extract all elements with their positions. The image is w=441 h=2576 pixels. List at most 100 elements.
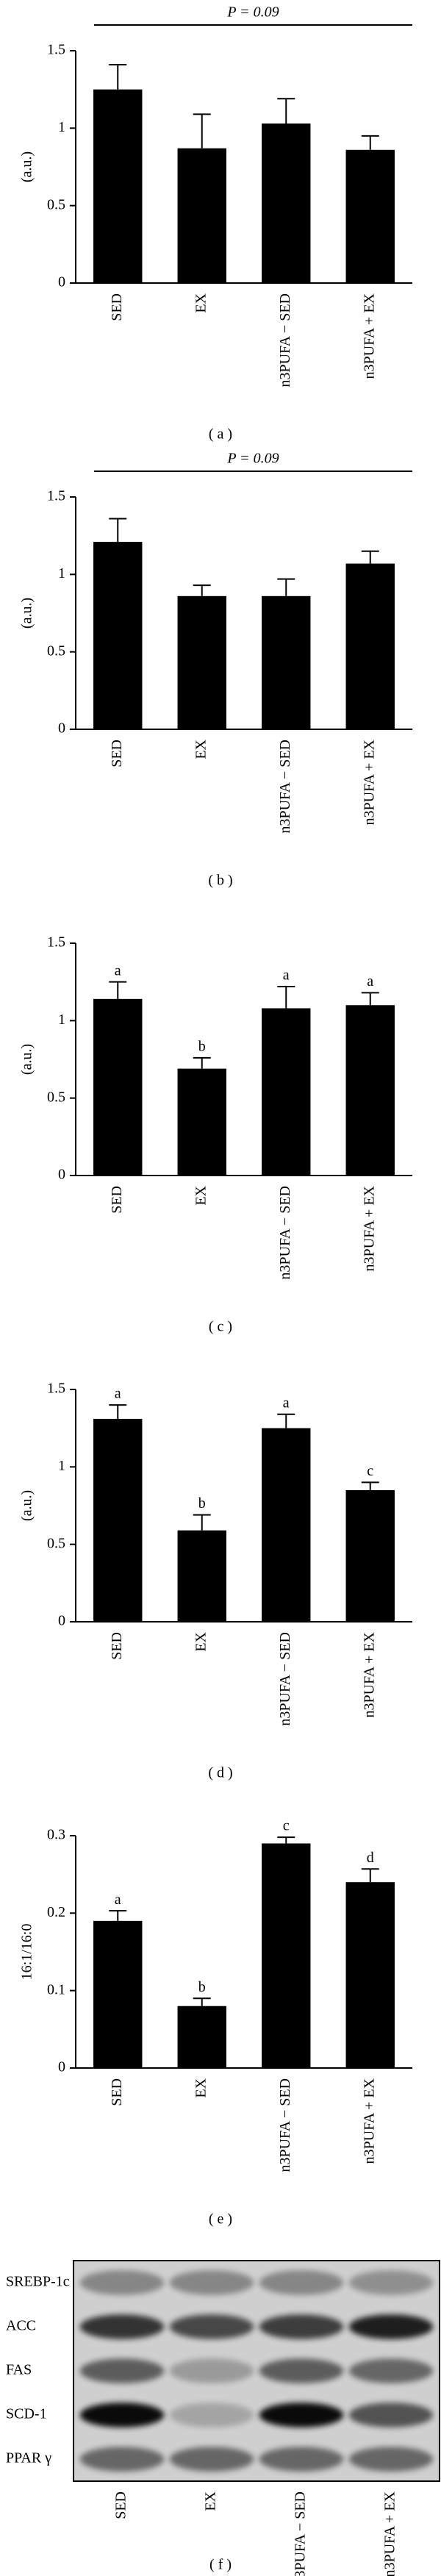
y-axis-label: (a.u.) (19, 1044, 35, 1075)
x-tick-label: EX (193, 293, 209, 312)
bar (177, 2006, 226, 2068)
y-tick-label: 0.3 (47, 1827, 65, 1843)
blot-band (169, 2447, 254, 2472)
x-tick-label: n3PUFA + EX (361, 1631, 377, 1717)
bar (262, 1428, 311, 1622)
bar (177, 148, 226, 283)
significance-letter: a (115, 1892, 121, 1908)
x-tick-label: EX (193, 739, 209, 759)
bar (345, 149, 395, 283)
chart-panel: 0 0.5 1 1.5 (a.u.) a SED b EX a n3PUFA − SED c n3PUF… (19, 1381, 412, 1781)
x-tick-label: EX (193, 1185, 209, 1205)
blot-band (169, 2358, 254, 2383)
significance-letter: a (115, 962, 121, 978)
blot-row-label: SREBP-1c (6, 2274, 70, 2290)
x-tick-label: EX (193, 2078, 209, 2097)
panel-label: ( b ) (208, 873, 232, 889)
x-tick-label: n3PUFA − SED (277, 293, 293, 387)
x-tick-label: EX (193, 1631, 209, 1651)
x-tick-label: n3PUFA − SED (277, 1186, 293, 1280)
bar (262, 1008, 311, 1176)
panel-label: ( c ) (209, 1319, 232, 1335)
y-tick-label: 1.5 (47, 934, 65, 951)
bar (177, 1530, 226, 1622)
significance-letter: b (198, 1495, 206, 1511)
chart-panel: 0 0.1 0.2 0.3 16:1/16:0 a SED b EX c n3PUFA − SED d… (19, 1818, 412, 2228)
blot-band (348, 2270, 434, 2295)
significance-letter: b (198, 1979, 206, 1995)
y-tick-label: 1 (58, 1458, 65, 1474)
annotation: P = 0.09 (226, 4, 279, 21)
x-tick-label: n3PUFA − SED (277, 2078, 293, 2172)
panel-label: ( a ) (209, 426, 232, 443)
bar (345, 1005, 395, 1176)
x-tick-label: SED (109, 1632, 125, 1660)
blot-band (79, 2314, 165, 2339)
x-tick-label: SED (109, 293, 125, 321)
blot-row-label: SCD-1 (6, 2406, 47, 2422)
panel-label: ( d ) (208, 1765, 232, 1781)
y-tick-label: 0 (58, 2059, 65, 2075)
x-tick-label: SED (109, 1186, 125, 1214)
y-tick-label: 0 (58, 1167, 65, 1183)
blot-band (259, 2270, 344, 2295)
blot-band (348, 2358, 434, 2383)
bar (345, 1882, 395, 2068)
y-tick-label: 1 (58, 565, 65, 582)
blot-band (79, 2358, 165, 2383)
y-tick-label: 0.2 (47, 1904, 65, 1920)
y-tick-label: 0.1 (47, 1981, 65, 1997)
y-tick-label: 1.5 (47, 42, 65, 58)
blot-band (348, 2447, 434, 2472)
blot-row-label: PPAR γ (6, 2450, 51, 2466)
blot-band (259, 2358, 344, 2383)
y-tick-label: 1 (58, 1012, 65, 1028)
x-tick-label: SED (109, 740, 125, 768)
blot-band (348, 2403, 434, 2427)
y-tick-label: 0.5 (47, 1089, 65, 1105)
x-tick-label: n3PUFA + EX (361, 1185, 377, 1271)
y-axis-label: (a.u.) (19, 598, 35, 629)
blot-band (169, 2403, 254, 2427)
y-axis-label: (a.u.) (19, 1490, 35, 1521)
bar (93, 542, 143, 729)
significance-letter: c (367, 1463, 373, 1479)
bar (345, 1489, 395, 1622)
bar (177, 1068, 226, 1176)
blot-panel: SREBP-1c ACC FAS SCD-1 PPAR γ SED EX n3PUFA − S… (6, 2260, 440, 2576)
significance-letter: d (367, 1850, 374, 1866)
annotation: P = 0.09 (226, 451, 279, 467)
bar (177, 595, 226, 729)
y-tick-label: 1.5 (47, 488, 65, 504)
bar (262, 124, 311, 283)
bar (262, 595, 311, 729)
blot-band (79, 2447, 165, 2472)
y-tick-label: 0.5 (47, 196, 65, 212)
significance-letter: b (198, 1038, 206, 1054)
y-axis-label: (a.u.) (19, 151, 35, 182)
y-tick-label: 0 (58, 274, 65, 290)
significance-letter: c (283, 1818, 290, 1834)
x-tick-label: n3PUFA + EX (361, 293, 377, 379)
chart-panel: 0 0.5 1 1.5 (a.u.) P = 0.09 SED EX n3PUFA − SED n… (19, 451, 412, 889)
panel-label: ( e ) (209, 2211, 232, 2228)
panel-label: ( f ) (209, 2557, 232, 2573)
y-tick-label: 0 (58, 1613, 65, 1629)
bar (93, 998, 143, 1176)
chart-panel: 0 0.5 1 1.5 (a.u.) a SED b EX a n3PUFA − SED a n3PUF… (19, 934, 412, 1335)
blot-lane-label: EX (203, 2491, 219, 2511)
blot-band (259, 2403, 344, 2427)
x-tick-label: n3PUFA − SED (277, 740, 293, 834)
blot-row-label: FAS (6, 2362, 32, 2378)
x-tick-label: n3PUFA − SED (277, 1632, 293, 1726)
blot-band (259, 2447, 344, 2472)
significance-letter: a (283, 1395, 290, 1411)
y-tick-label: 0.5 (47, 1535, 65, 1551)
x-tick-label: SED (109, 2078, 125, 2106)
chart-panel: 0 0.5 1 1.5 (a.u.) P = 0.09 SED EX n3PUFA − SED n… (19, 4, 412, 443)
y-tick-label: 1.5 (47, 1381, 65, 1397)
blot-band (169, 2270, 254, 2295)
blot-row-label: ACC (6, 2318, 36, 2334)
y-tick-label: 0.5 (47, 643, 65, 659)
